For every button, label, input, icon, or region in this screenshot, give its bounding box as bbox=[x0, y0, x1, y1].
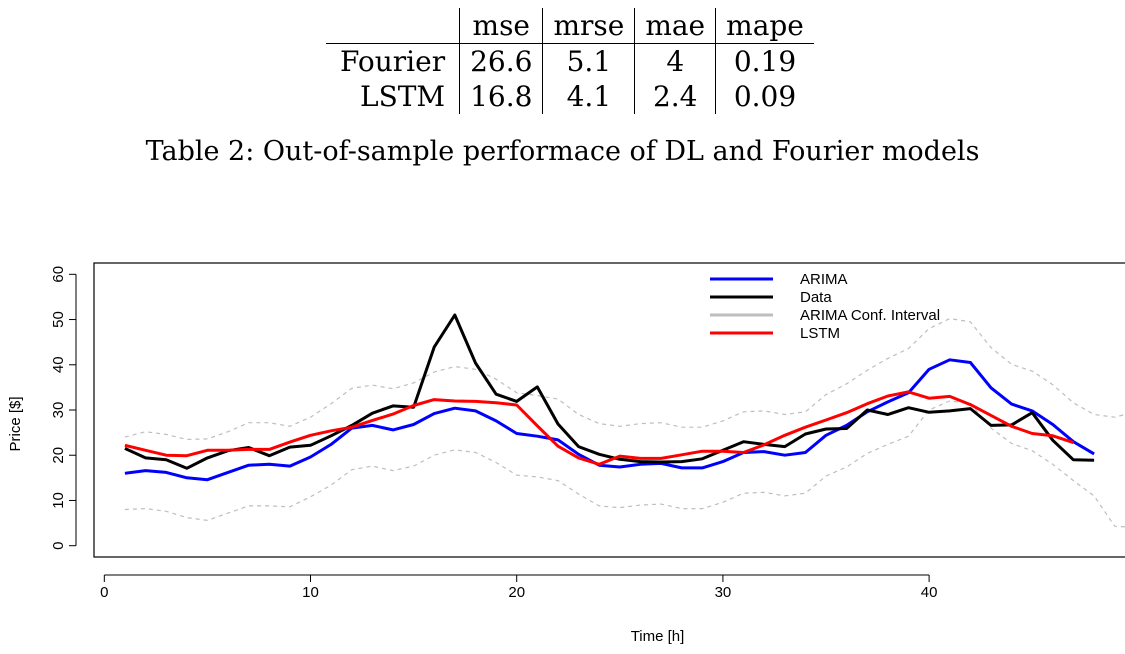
table-header-row: mse mrse mae mape bbox=[326, 8, 814, 44]
lstm-series-line bbox=[124, 390, 1074, 466]
price-chart: 0 10 20 30 40 Time [h] 0 10 20 30 40 50 60 Price [$] A… bbox=[7, 262, 1125, 645]
results-table: mse mrse mae mape Fourier 26.6 5.1 4 0.1… bbox=[326, 8, 814, 114]
x-tick-label: 10 bbox=[302, 584, 319, 601]
table-cell: 4 bbox=[634, 43, 717, 79]
y-axis-label: Price [$] bbox=[7, 396, 24, 451]
plot-frame bbox=[93, 262, 1125, 558]
results-table-block: mse mrse mae mape Fourier 26.6 5.1 4 0.1… bbox=[326, 8, 814, 114]
legend-label: LSTM bbox=[800, 325, 840, 342]
table-cell: 2.4 bbox=[634, 79, 717, 114]
arima-ci-upper-line bbox=[124, 317, 1125, 441]
x-axis-label: Time [h] bbox=[631, 628, 685, 645]
table-header-mrse: mrse bbox=[542, 8, 636, 44]
y-tick-label: 50 bbox=[50, 311, 67, 328]
table-cell: 5.1 bbox=[542, 43, 636, 79]
x-tick-label: 30 bbox=[715, 584, 732, 601]
table-cell: 16.8 bbox=[459, 79, 544, 114]
legend-label: ARIMA Conf. Interval bbox=[800, 307, 940, 324]
arima-ci-lower-line bbox=[124, 400, 1125, 528]
series-group bbox=[124, 313, 1125, 528]
x-tick-label: 0 bbox=[100, 584, 108, 601]
y-tick-label: 10 bbox=[50, 492, 67, 509]
table-cell: 0.19 bbox=[733, 45, 797, 78]
table-row: Fourier 26.6 5.1 4 0.19 bbox=[326, 43, 814, 79]
y-tick-label: 60 bbox=[50, 266, 67, 283]
table-cell: 4.1 bbox=[542, 79, 636, 114]
table-header-mse: mse bbox=[459, 8, 544, 44]
data-series-line bbox=[124, 313, 1095, 470]
y-tick-label: 20 bbox=[50, 447, 67, 464]
legend-label: ARIMA bbox=[800, 271, 848, 288]
table-header-corner bbox=[326, 8, 461, 44]
legend-label: Data bbox=[800, 289, 832, 306]
arima-series-line bbox=[124, 358, 1095, 482]
y-tick-label: 40 bbox=[50, 356, 67, 373]
y-tick-label: 0 bbox=[50, 542, 67, 550]
table-caption: Table 2: Out-of-sample performace of DL … bbox=[145, 136, 980, 167]
table-row-label: LSTM bbox=[326, 79, 461, 114]
x-tick-label: 40 bbox=[921, 584, 938, 601]
y-tick-label: 30 bbox=[50, 402, 67, 419]
x-tick-label: 20 bbox=[508, 584, 525, 601]
table-header-mae: mae bbox=[634, 8, 717, 44]
table-header-mape: mape bbox=[715, 8, 814, 44]
table-row: LSTM 16.8 4.1 2.4 0.09 bbox=[326, 79, 814, 114]
table-row-label: Fourier bbox=[326, 43, 461, 79]
table-cell: 0.09 bbox=[733, 80, 797, 113]
table-cell: 26.6 bbox=[459, 43, 544, 79]
